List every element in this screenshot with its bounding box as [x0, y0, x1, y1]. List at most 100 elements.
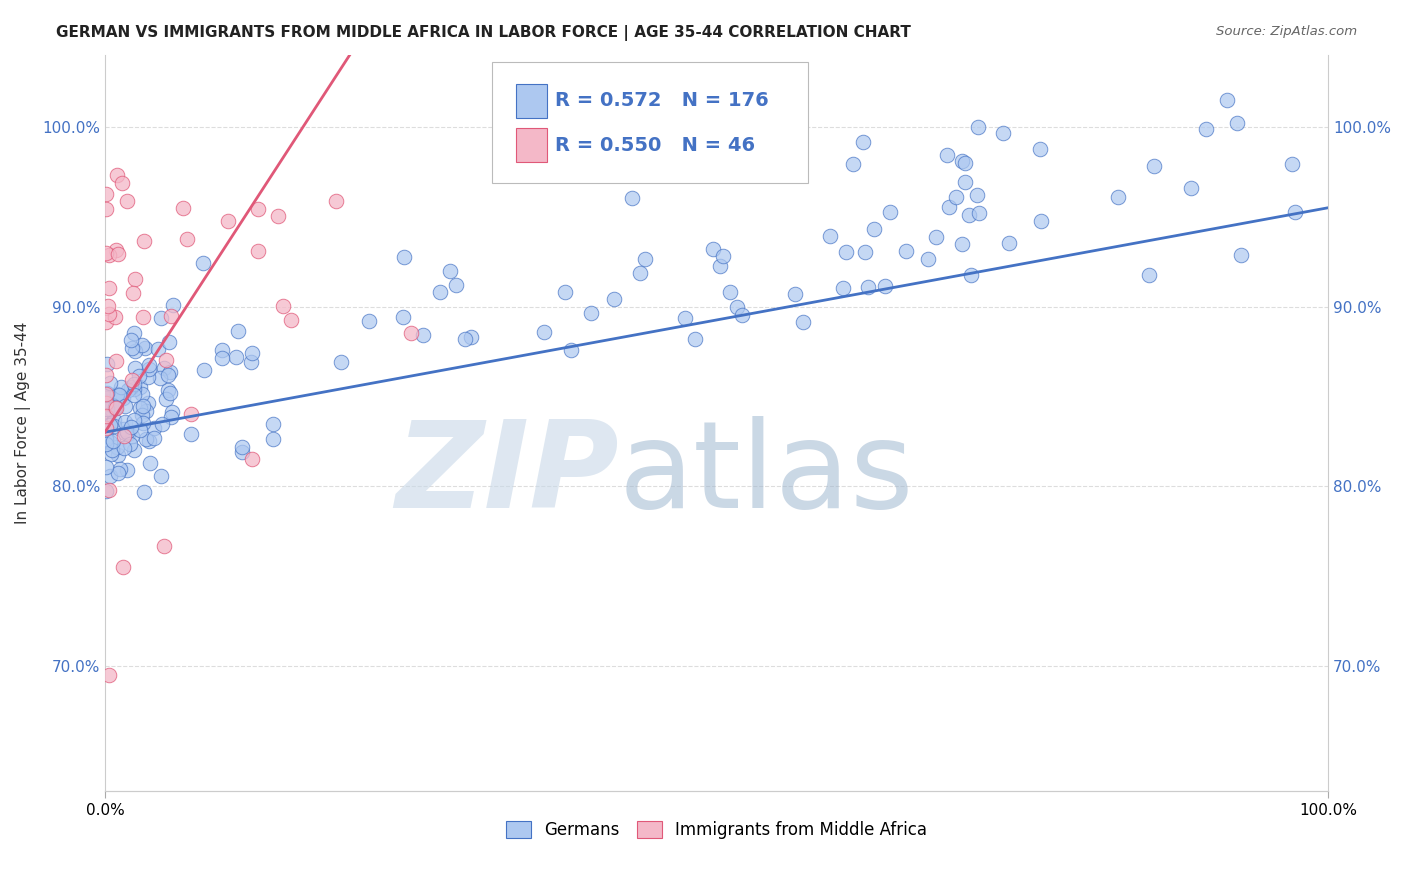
- Point: [115, 463, 138, 477]
- Point: [112, 559, 135, 574]
- Point: [533, 325, 555, 339]
- Point: [621, 191, 644, 205]
- Point: [783, 286, 806, 301]
- Point: [673, 310, 696, 325]
- Point: [581, 306, 603, 320]
- Point: [325, 194, 347, 208]
- Point: [94, 437, 117, 451]
- Point: [180, 426, 202, 441]
- Point: [94, 393, 117, 408]
- Point: [124, 343, 146, 358]
- Point: [993, 126, 1015, 140]
- Point: [112, 422, 135, 436]
- Point: [628, 266, 651, 280]
- Point: [94, 368, 117, 382]
- Point: [129, 423, 152, 437]
- Point: [122, 443, 145, 458]
- Point: [94, 386, 117, 401]
- Point: [135, 403, 157, 417]
- Point: [273, 299, 295, 313]
- Point: [111, 391, 134, 405]
- Point: [94, 409, 117, 423]
- Point: [114, 415, 136, 429]
- Point: [115, 425, 138, 440]
- Point: [108, 387, 131, 401]
- Point: [172, 201, 194, 215]
- Point: [114, 426, 136, 441]
- Point: [104, 401, 127, 415]
- Point: [122, 326, 145, 340]
- Point: [98, 376, 121, 391]
- Point: [211, 351, 233, 366]
- Point: [554, 285, 576, 299]
- Point: [124, 361, 146, 376]
- Point: [155, 352, 177, 367]
- Point: [139, 456, 162, 470]
- Point: [262, 433, 284, 447]
- Point: [966, 188, 988, 202]
- Point: [950, 153, 973, 168]
- Point: [107, 466, 129, 480]
- Point: [159, 386, 181, 401]
- Point: [193, 256, 215, 270]
- Point: [193, 363, 215, 377]
- Point: [138, 359, 160, 373]
- Point: [835, 245, 858, 260]
- Point: [94, 398, 117, 412]
- Point: [460, 330, 482, 344]
- Point: [1215, 93, 1237, 107]
- Point: [94, 460, 117, 475]
- Point: [731, 308, 754, 322]
- Point: [1107, 190, 1129, 204]
- Point: [97, 299, 120, 313]
- Point: [131, 310, 153, 324]
- Point: [957, 208, 980, 222]
- Point: [138, 361, 160, 376]
- Point: [211, 343, 233, 357]
- Point: [439, 263, 461, 277]
- Text: R = 0.550   N = 46: R = 0.550 N = 46: [555, 136, 755, 155]
- Point: [94, 421, 117, 435]
- Point: [412, 327, 434, 342]
- Point: [832, 281, 855, 295]
- Point: [132, 416, 155, 430]
- Point: [121, 429, 143, 443]
- Point: [231, 445, 253, 459]
- Point: [94, 392, 117, 406]
- Point: [121, 342, 143, 356]
- Point: [392, 310, 415, 325]
- Point: [112, 441, 135, 455]
- Point: [105, 440, 128, 454]
- Y-axis label: In Labor Force | Age 35-44: In Labor Force | Age 35-44: [15, 322, 31, 524]
- Point: [105, 168, 128, 182]
- Point: [953, 175, 976, 189]
- Point: [149, 371, 172, 385]
- Point: [603, 293, 626, 307]
- Point: [136, 370, 159, 384]
- Point: [925, 230, 948, 244]
- Point: [702, 242, 724, 256]
- Point: [104, 310, 127, 324]
- Point: [156, 383, 179, 397]
- Point: [160, 410, 183, 425]
- Point: [115, 194, 138, 208]
- Point: [132, 400, 155, 414]
- Point: [683, 332, 706, 346]
- Point: [120, 436, 142, 450]
- Point: [945, 189, 967, 203]
- Point: [135, 432, 157, 446]
- Point: [101, 443, 124, 458]
- Point: [239, 354, 262, 368]
- Point: [94, 429, 117, 443]
- Point: [138, 434, 160, 449]
- Point: [879, 205, 901, 219]
- Point: [936, 148, 959, 162]
- Point: [444, 278, 467, 293]
- Point: [709, 259, 731, 273]
- Point: [132, 234, 155, 248]
- Point: [711, 249, 734, 263]
- Point: [392, 251, 415, 265]
- Point: [818, 229, 841, 244]
- Point: [998, 235, 1021, 250]
- Point: [157, 335, 180, 350]
